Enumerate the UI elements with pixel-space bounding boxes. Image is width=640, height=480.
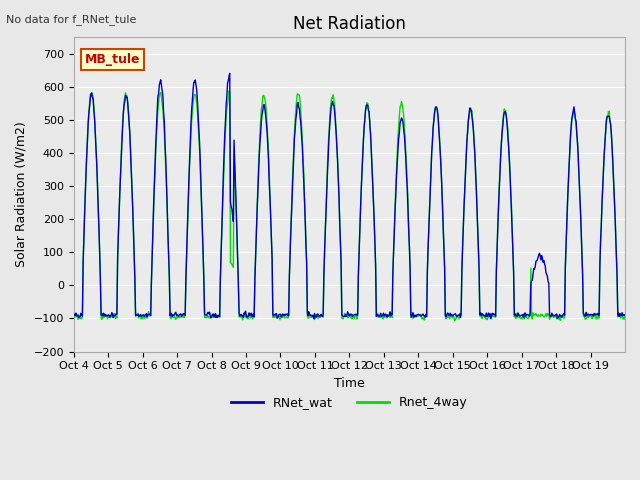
Text: MB_tule: MB_tule — [85, 53, 140, 66]
Title: Net Radiation: Net Radiation — [293, 15, 406, 33]
X-axis label: Time: Time — [334, 377, 365, 390]
Y-axis label: Solar Radiation (W/m2): Solar Radiation (W/m2) — [15, 121, 28, 267]
Text: No data for f_RNet_tule: No data for f_RNet_tule — [6, 14, 137, 25]
Legend: RNet_wat, Rnet_4way: RNet_wat, Rnet_4way — [227, 391, 472, 414]
